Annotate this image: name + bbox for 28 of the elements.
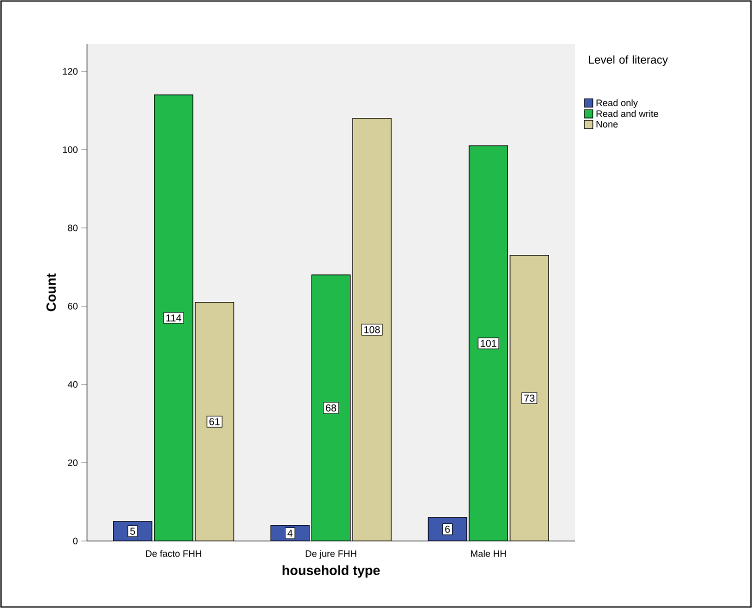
data-label: 73 (524, 394, 534, 402)
data-label: 68 (326, 404, 336, 412)
y-axis-title: Count (46, 273, 56, 312)
data-label: 108 (364, 326, 380, 334)
x-tick-label: De jure FHH (306, 550, 356, 559)
data-label: 101 (480, 340, 496, 347)
bar (510, 254, 549, 541)
data-label: 6 (445, 526, 450, 533)
y-tick-label: 100 (63, 146, 78, 153)
x-tick-label: Male HH (471, 550, 506, 557)
bar (194, 302, 234, 541)
legend-title: Level of literacy (588, 55, 668, 66)
legend-label: Read only (596, 99, 638, 108)
y-tick-label: 0 (73, 538, 78, 544)
x-axis-title: household type (282, 565, 380, 578)
legend-label: None (596, 120, 618, 128)
data-label: 61 (209, 418, 220, 426)
x-tick-label: De facto FHH (146, 550, 202, 557)
y-tick-label: 20 (68, 459, 78, 466)
data-label: 4 (288, 530, 293, 537)
legend-label: Read and write (596, 110, 658, 117)
y-tick-label: 120 (63, 68, 78, 75)
y-tick-label: 40 (68, 381, 78, 388)
data-label: 114 (166, 314, 182, 322)
y-tick-label: 80 (68, 224, 78, 232)
data-label: 5 (130, 528, 136, 535)
bar (352, 118, 392, 541)
y-tick-label: 60 (68, 302, 78, 310)
